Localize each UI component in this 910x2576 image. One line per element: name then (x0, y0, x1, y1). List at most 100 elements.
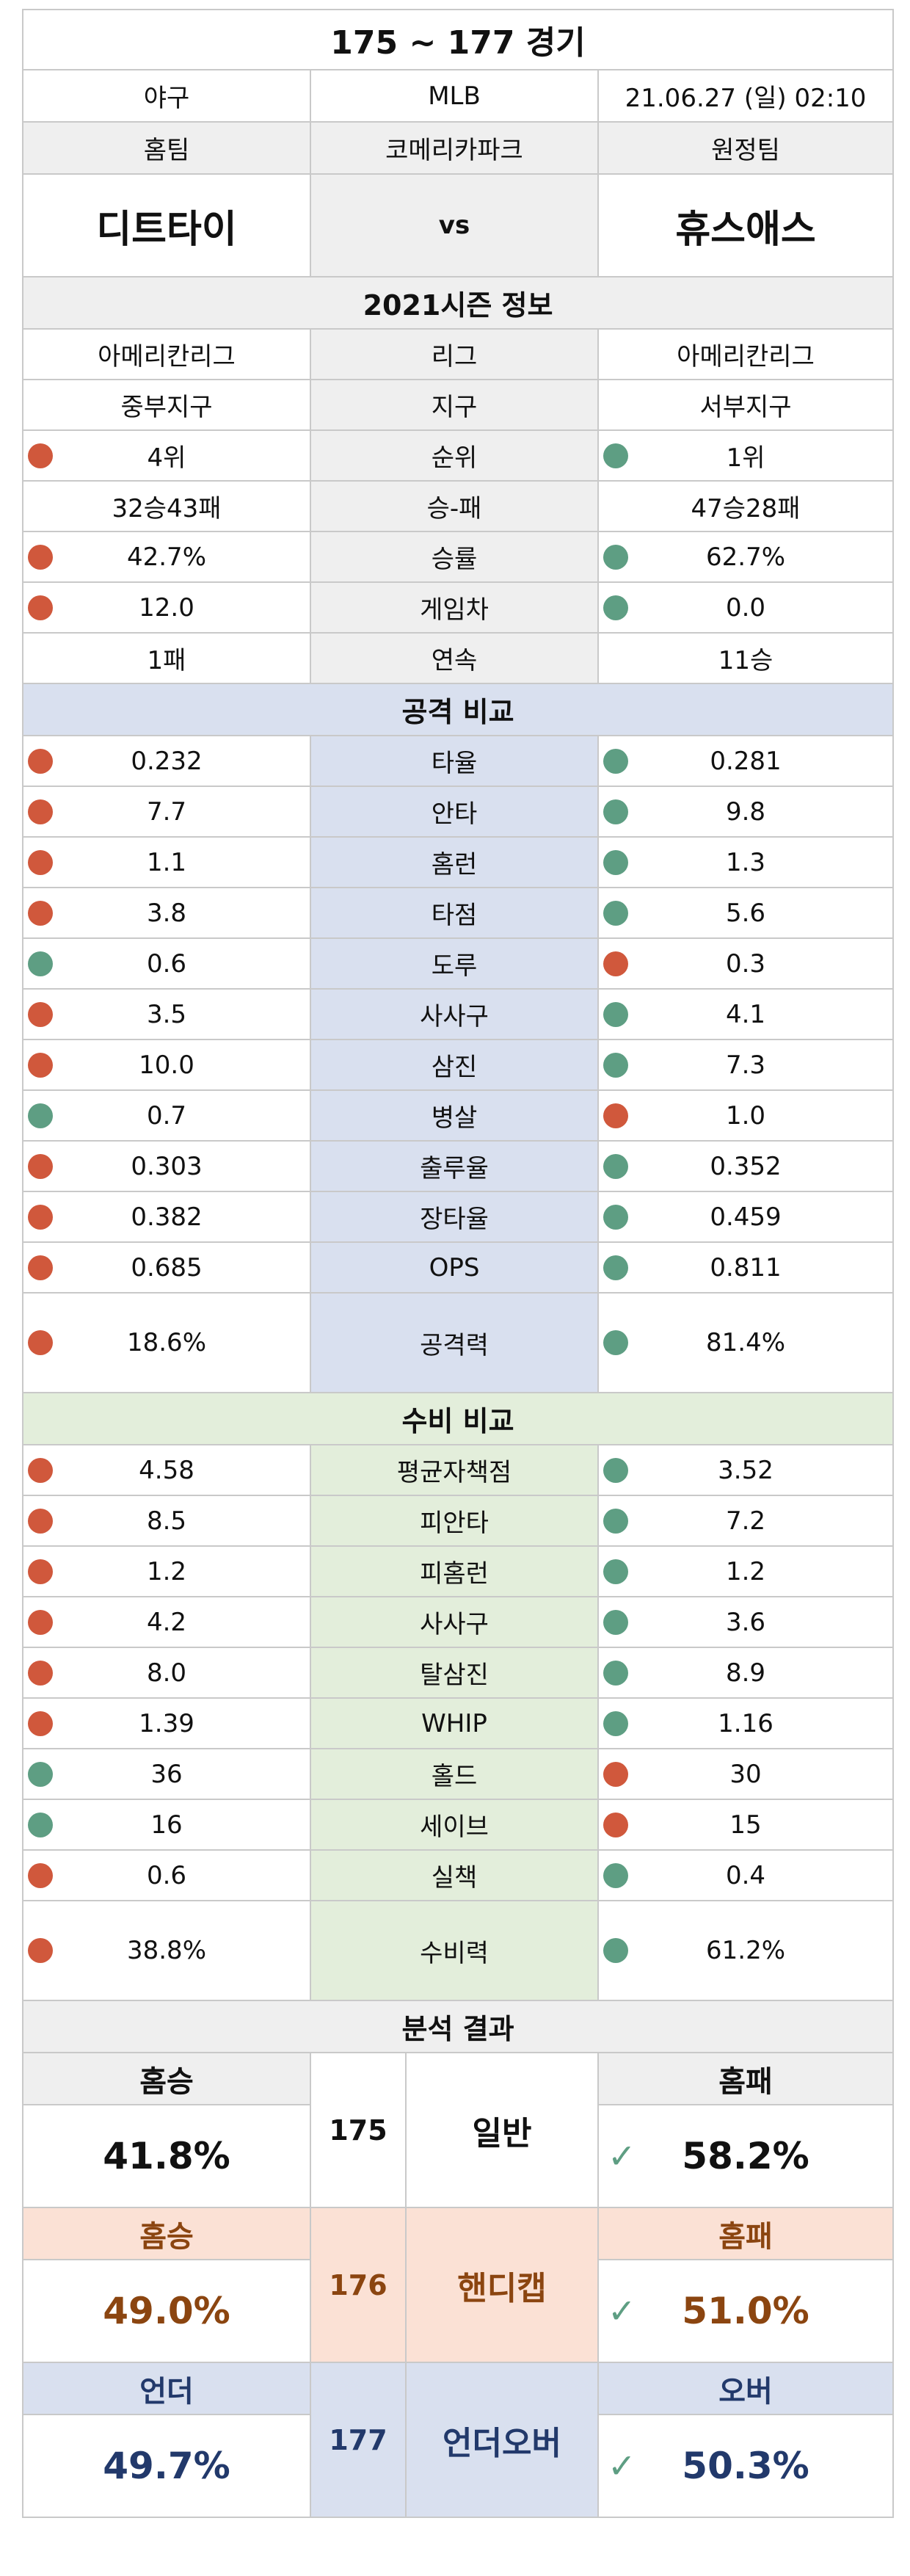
away-stat-cell: 0.811 (597, 1241, 895, 1294)
red-dot-icon (28, 1559, 53, 1584)
away-stat-cell: 1.0 (597, 1089, 895, 1142)
green-dot-icon (603, 1052, 628, 1078)
match-analysis-sheet: 175 ~ 177 경기 야구 MLB 21.06.27 (일) 02:10 홈… (21, 9, 895, 2518)
home-stat-cell: 0.382 (22, 1191, 311, 1243)
home-team-label: 홈팀 (22, 121, 311, 175)
home-stat-value: 4.2 (146, 1607, 187, 1637)
green-dot-icon (603, 1330, 628, 1355)
red-dot-icon (603, 1103, 628, 1128)
away-stat-cell: 1.16 (597, 1697, 895, 1749)
stat-row: 1.39 WHIP 1.16 (22, 1697, 895, 1749)
away-stat-value: 1.16 (718, 1708, 774, 1738)
home-stat-cell: 3.5 (22, 988, 311, 1040)
stat-row: 4위 순위 1위 (22, 429, 895, 482)
stat-row: 0.6 실책 0.4 (22, 1849, 895, 1901)
away-team-name: 휴스애스 (597, 173, 895, 277)
stat-row: 7.7 안타 9.8 (22, 786, 895, 838)
home-stat-value: 8.0 (146, 1658, 187, 1688)
red-dot-icon (28, 1153, 53, 1179)
home-stat-value: 7.7 (146, 797, 187, 827)
handicap-left-value: 49.0% (22, 2259, 311, 2363)
stat-row: 중부지구 지구 서부지구 (22, 379, 895, 431)
red-dot-icon (28, 1862, 53, 1888)
power-row: 18.6% 공격력 81.4% (22, 1292, 895, 1393)
red-dot-icon (28, 849, 53, 875)
stat-row: 아메리칸리그 리그 아메리칸리그 (22, 328, 895, 380)
home-stat-value: 0.6 (146, 948, 187, 979)
home-stat-cell: 0.6 (22, 1849, 311, 1901)
red-dot-icon (603, 1761, 628, 1787)
away-stat-cell: 8.9 (597, 1647, 895, 1699)
away-stat-cell: 7.3 (597, 1039, 895, 1091)
home-stat-cell: 0.6 (22, 937, 311, 990)
stat-label: WHIP (310, 1697, 599, 1749)
away-stat-value: 0.0 (725, 592, 766, 623)
away-stat-cell: 81.4% (597, 1292, 895, 1393)
underover-right-value-cell: ✓ 50.3% (597, 2414, 895, 2518)
check-icon: ✓ (608, 2291, 636, 2331)
underover-game-number: 177 (310, 2362, 407, 2518)
home-stat-cell: 0.303 (22, 1140, 311, 1192)
home-stat-value: 0.303 (131, 1151, 203, 1181)
handicap-left-label: 홈승 (22, 2207, 311, 2260)
away-stat-cell: 9.8 (597, 786, 895, 838)
stat-label: 공격력 (310, 1292, 599, 1393)
away-stat-cell: 1.2 (597, 1545, 895, 1597)
home-stat-cell: 3.8 (22, 887, 311, 939)
sport-cell: 야구 (22, 69, 311, 123)
red-dot-icon (28, 1457, 53, 1483)
green-dot-icon (603, 1710, 628, 1736)
stat-row: 1.1 홈런 1.3 (22, 836, 895, 888)
red-dot-icon (603, 1812, 628, 1837)
check-icon: ✓ (608, 2446, 636, 2486)
handicap-right-value: 51.0% (682, 2290, 809, 2332)
away-stat-cell: 11승 (597, 632, 895, 684)
home-stat-value: 0.685 (131, 1252, 203, 1282)
away-stat-cell: 0.352 (597, 1140, 895, 1192)
stat-label: 홈런 (310, 836, 599, 888)
home-stat-value: 3.5 (146, 999, 187, 1029)
stat-row: 0.685 OPS 0.811 (22, 1241, 895, 1294)
home-stat-cell: 4위 (22, 429, 311, 482)
stat-label: 삼진 (310, 1039, 599, 1091)
away-stat-value: 1.2 (725, 1556, 766, 1586)
away-stat-cell: 7.2 (597, 1495, 895, 1547)
home-stat-cell: 1.39 (22, 1697, 311, 1749)
offense-section-header: 공격 비교 (21, 683, 895, 736)
green-dot-icon (603, 1660, 628, 1686)
stat-label: 승-패 (310, 480, 599, 532)
home-stat-value: 중부지구 (120, 393, 213, 422)
general-bet-type: 일반 (405, 2052, 599, 2208)
home-stat-value: 0.382 (131, 1202, 203, 1232)
away-stat-cell: 30 (597, 1748, 895, 1800)
away-stat-value: 0.811 (710, 1252, 782, 1282)
stat-label: 장타율 (310, 1191, 599, 1243)
stat-label: 게임차 (310, 581, 599, 634)
stat-row: 1.2 피홈런 1.2 (22, 1545, 895, 1597)
green-dot-icon (603, 748, 628, 774)
handicap-bet-type: 핸디캡 (405, 2207, 599, 2363)
red-dot-icon (28, 1938, 53, 1963)
away-stat-cell: 15 (597, 1799, 895, 1851)
stat-label: 출루율 (310, 1140, 599, 1192)
general-right-value-cell: ✓ 58.2% (597, 2104, 895, 2208)
stat-label: 세이브 (310, 1799, 599, 1851)
versus-label: vs (310, 173, 599, 277)
away-stat-value: 3.52 (718, 1455, 774, 1485)
stat-label: 홀드 (310, 1748, 599, 1800)
away-stat-cell: 4.1 (597, 988, 895, 1040)
green-dot-icon (603, 443, 628, 468)
red-dot-icon (28, 1660, 53, 1686)
away-stat-value: 5.6 (725, 898, 766, 928)
general-right-label: 홈패 (597, 2052, 895, 2105)
green-dot-icon (603, 1559, 628, 1584)
stadium-cell: 코메리카파크 (310, 121, 599, 175)
stat-label: 리그 (310, 328, 599, 380)
stat-row: 10.0 삼진 7.3 (22, 1039, 895, 1091)
general-left-value: 41.8% (22, 2104, 311, 2208)
green-dot-icon (603, 595, 628, 620)
stat-label: 병살 (310, 1089, 599, 1142)
green-dot-icon (603, 1457, 628, 1483)
red-dot-icon (28, 1710, 53, 1736)
stat-label: 피안타 (310, 1495, 599, 1547)
